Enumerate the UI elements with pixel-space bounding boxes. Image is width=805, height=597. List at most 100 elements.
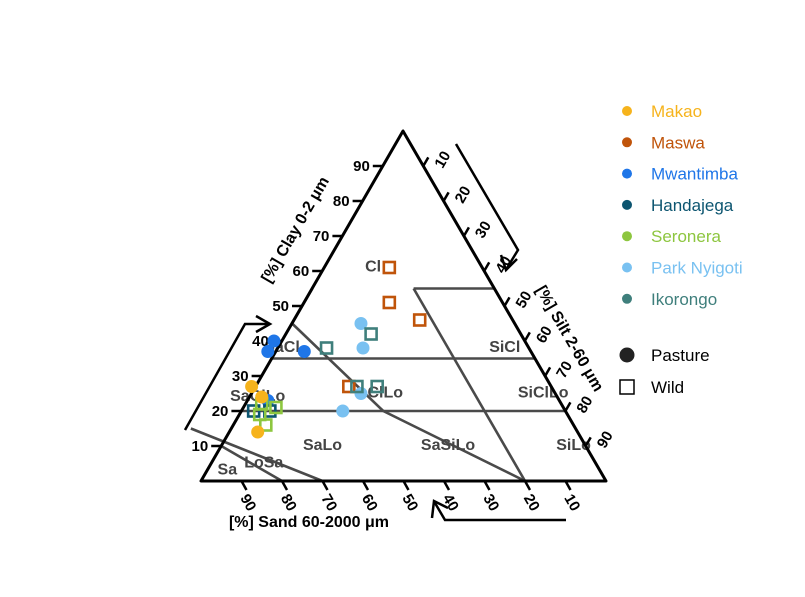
clay-tick-label: 10 bbox=[192, 438, 209, 455]
point-park-nyigoti-pasture bbox=[354, 317, 368, 330]
legend-label-handajega: Handajega bbox=[651, 196, 734, 215]
point-ikorongo-wild bbox=[319, 341, 334, 355]
legend-label-mwantimba: Mwantimba bbox=[651, 165, 738, 184]
region-label-cl: Cl bbox=[365, 259, 381, 276]
legend-marker-pasture bbox=[619, 347, 635, 363]
silt-tick bbox=[462, 226, 470, 237]
sand-tick bbox=[442, 480, 451, 491]
legend-marker-maswa bbox=[622, 137, 632, 148]
silt-tick bbox=[422, 156, 430, 167]
clay-direction-arrow bbox=[183, 322, 268, 431]
sand-tick-label: 80 bbox=[277, 491, 300, 514]
sand-tick-label: 20 bbox=[520, 491, 543, 514]
sand-tick bbox=[523, 480, 532, 491]
legend-marker-ikorongo bbox=[622, 293, 632, 304]
point-park-nyigoti-pasture bbox=[354, 387, 368, 400]
point-mwantimba-pasture bbox=[267, 334, 281, 348]
point-maswa-wild bbox=[412, 313, 427, 327]
legend-marker-wild bbox=[619, 379, 635, 395]
sand-tick bbox=[564, 480, 572, 491]
sand-tick bbox=[402, 480, 410, 491]
silt-tick-label: 90 bbox=[594, 428, 617, 451]
clay-tick-label: 40 bbox=[252, 333, 269, 350]
sand-tick bbox=[240, 480, 248, 491]
silt-tick bbox=[544, 366, 552, 377]
point-park-nyigoti-pasture bbox=[356, 341, 370, 355]
sand-tick-label: 10 bbox=[560, 491, 583, 514]
silt-direction-arrow bbox=[454, 143, 520, 269]
point-ikorongo-wild bbox=[370, 379, 384, 394]
silt-tick-label: 30 bbox=[472, 218, 495, 241]
region-label-losa: LoSa bbox=[244, 455, 283, 472]
clay-tick-label: 20 bbox=[212, 403, 229, 420]
region-label-sasilo: SaSiLo bbox=[421, 437, 475, 454]
sand-tick-label: 30 bbox=[479, 491, 502, 514]
sand-tick-label: 90 bbox=[236, 491, 259, 514]
point-seronera-wild bbox=[269, 400, 283, 415]
sand-tick bbox=[361, 480, 370, 491]
region-boundary bbox=[190, 427, 323, 483]
sand-tick-label: 60 bbox=[358, 491, 381, 514]
clay-tick-label: 50 bbox=[272, 298, 289, 315]
silt-tick-label: 70 bbox=[553, 358, 576, 381]
silt-tick bbox=[584, 436, 592, 447]
legend-marker-makao bbox=[622, 106, 632, 116]
region-boundary bbox=[412, 287, 456, 360]
region-label-sicllo: SiClLo bbox=[518, 385, 569, 402]
silt-tick bbox=[523, 331, 531, 342]
legend-marker-handajega bbox=[622, 199, 632, 210]
silt-tick-label: 20 bbox=[452, 183, 475, 206]
silt-direction-arrow-head bbox=[499, 254, 518, 273]
sand-tick bbox=[321, 480, 329, 491]
sand-tick-label: 40 bbox=[439, 491, 462, 514]
clay-tick-label: 80 bbox=[333, 193, 350, 210]
sand-tick bbox=[280, 480, 289, 491]
legend-marker-park-nyigoti bbox=[622, 262, 632, 273]
region-label-sicl: SiCl bbox=[489, 339, 520, 356]
point-makao-pasture bbox=[245, 380, 259, 393]
sand-tick-label: 70 bbox=[317, 491, 340, 514]
point-maswa-wild bbox=[382, 295, 397, 310]
legend-label-makao: Makao bbox=[651, 102, 702, 121]
legend-label-seronera: Seronera bbox=[651, 227, 721, 246]
legend-label-wild: Wild bbox=[651, 378, 684, 397]
point-ikorongo-wild bbox=[364, 327, 378, 341]
region-label-sa: Sa bbox=[218, 462, 238, 479]
point-mwantimba-pasture bbox=[297, 345, 311, 358]
point-seronera-wild bbox=[258, 418, 273, 432]
region-label-cllo: ClLo bbox=[368, 385, 404, 402]
legend-marker-mwantimba bbox=[622, 168, 632, 179]
point-park-nyigoti-pasture bbox=[336, 404, 350, 418]
silt-tick bbox=[503, 296, 511, 307]
point-ikorongo-wild bbox=[350, 379, 364, 394]
sand-axis-title: [%] Sand 60-2000 μm bbox=[229, 514, 389, 531]
region-label-salo: SaLo bbox=[303, 437, 342, 454]
point-maswa-wild bbox=[342, 379, 356, 394]
clay-direction-arrow-head bbox=[255, 314, 273, 334]
sand-direction-arrow bbox=[433, 502, 566, 522]
clay-tick-label: 70 bbox=[313, 228, 330, 245]
legend-label-park-nyigoti: Park Nyigoti bbox=[651, 259, 743, 278]
point-makao-pasture bbox=[251, 425, 265, 439]
region-boundary bbox=[452, 357, 527, 482]
sand-tick-label: 50 bbox=[398, 491, 421, 514]
point-makao-pasture bbox=[255, 390, 269, 404]
silt-tick-label: 60 bbox=[533, 323, 556, 346]
legend-label-maswa: Maswa bbox=[651, 133, 705, 152]
sand-direction-arrow-head bbox=[430, 499, 449, 519]
sand-tick bbox=[483, 480, 491, 491]
point-maswa-wild bbox=[382, 260, 397, 275]
region-boundary bbox=[291, 322, 385, 412]
silt-tick bbox=[442, 191, 450, 202]
silt-tick bbox=[564, 401, 572, 412]
silt-tick bbox=[483, 261, 491, 272]
legend-label-ikorongo: Ikorongo bbox=[651, 290, 717, 309]
silt-tick-label: 10 bbox=[431, 148, 454, 171]
clay-tick-label: 90 bbox=[353, 158, 370, 175]
region-boundary bbox=[382, 409, 526, 483]
clay-tick-label: 60 bbox=[293, 263, 310, 280]
point-mwantimba-pasture bbox=[261, 345, 275, 358]
region-boundary bbox=[220, 444, 283, 483]
silt-tick-label: 50 bbox=[513, 288, 536, 311]
